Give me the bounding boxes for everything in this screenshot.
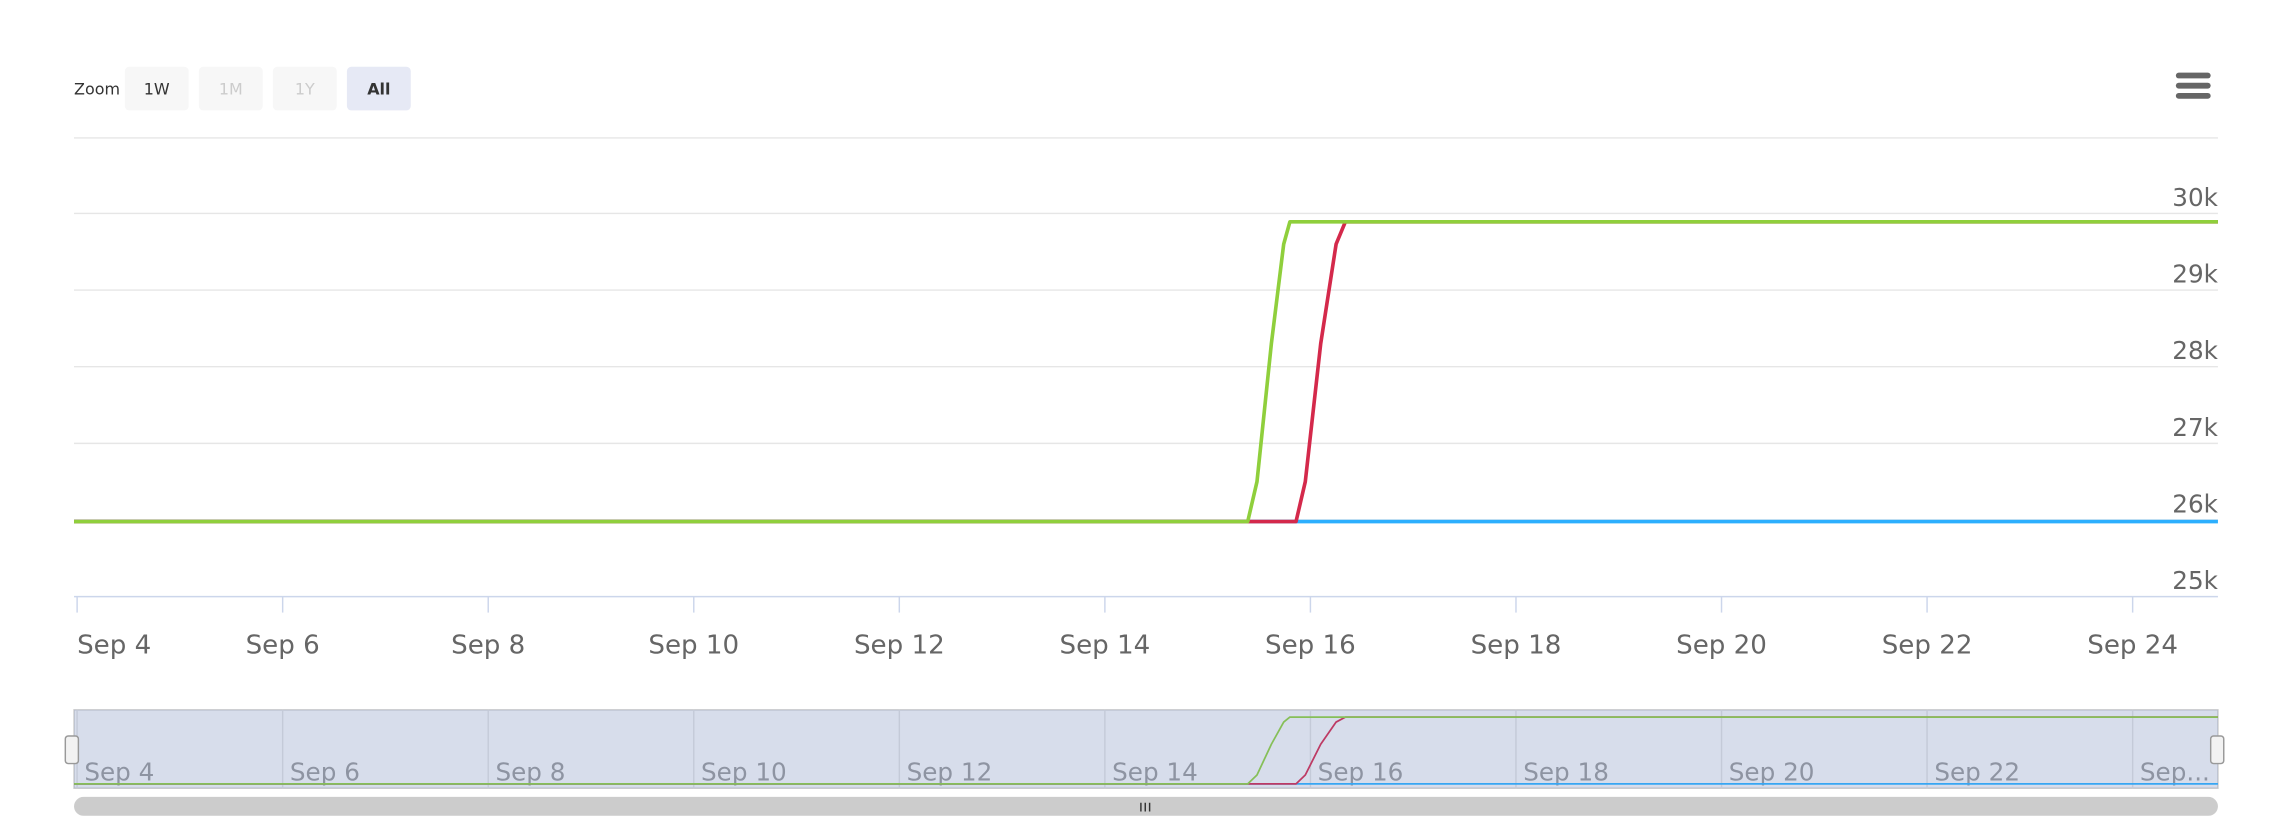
navigator-series	[74, 716, 2218, 785]
x-tick-label: Sep 24	[2087, 630, 2178, 660]
x-tick-label: Sep 18	[1471, 630, 1562, 660]
zoom-button-label: 1M	[219, 80, 243, 99]
navigator-label: Sep 22	[1934, 758, 2020, 787]
x-tick-label: Sep 22	[1882, 630, 1973, 660]
y-tick-label: 25k	[2172, 566, 2218, 595]
y-tick-label: 30k	[2172, 183, 2218, 212]
navigator-label: Sep 20	[1729, 758, 1815, 787]
navigator-label: Sep 14	[1112, 758, 1198, 787]
navigator-label: Sep 10	[701, 758, 787, 787]
menu-button[interactable]	[2175, 72, 2211, 99]
y-tick-label: 27k	[2172, 413, 2218, 442]
navigator-label: Sep 4	[84, 758, 154, 787]
x-tick-label: Sep 6	[246, 630, 320, 660]
navigator-label: Sep 16	[1318, 758, 1404, 787]
navigator-label: Sep 8	[495, 758, 565, 787]
navigator-handle[interactable]	[2209, 735, 2225, 765]
x-tick-label: Sep 20	[1676, 630, 1767, 660]
zoom-button[interactable]	[346, 66, 411, 111]
zoom-button-label[interactable]: 1W	[144, 80, 170, 99]
range-selector: Zoom 1W 1M 1Y All	[74, 66, 411, 111]
zoom-button-label[interactable]: All	[367, 80, 390, 99]
navigator-mask	[74, 709, 2218, 789]
navigator-label: Sep 6	[290, 758, 360, 787]
y-tick-label: 26k	[2172, 489, 2218, 518]
x-tick-label: Sep 4	[77, 630, 151, 660]
navigator-handle[interactable]	[64, 735, 80, 765]
zoom-button[interactable]	[124, 66, 189, 111]
zoom-label: Zoom	[74, 80, 120, 99]
navigator-label: Sep...	[2140, 758, 2210, 787]
scrollbar-grip	[1140, 802, 1151, 812]
x-tick-label: Sep 10	[648, 630, 739, 660]
x-tick-label: Sep 8	[451, 630, 525, 660]
navigator-label: Sep 18	[1523, 758, 1609, 787]
y-tick-label: 29k	[2172, 260, 2218, 289]
zoom-button-label: 1Y	[295, 80, 315, 99]
x-tick-label: Sep 14	[1060, 630, 1151, 660]
y-tick-label: 28k	[2172, 336, 2218, 365]
series-line	[74, 220, 2218, 524]
x-tick-label: Sep 12	[854, 630, 945, 660]
navigator-label: Sep 12	[907, 758, 993, 787]
zoom-button	[272, 66, 337, 111]
series-line	[74, 220, 2218, 524]
x-tick-label: Sep 16	[1265, 630, 1356, 660]
zoom-button	[198, 66, 263, 111]
